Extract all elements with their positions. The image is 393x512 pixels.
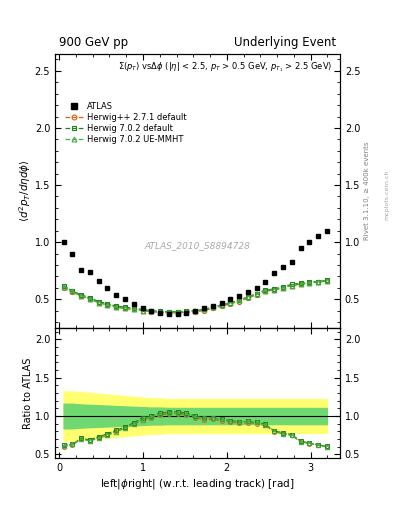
Text: Underlying Event: Underlying Event: [234, 36, 336, 49]
Y-axis label: $\langle d^2 p_T / d\eta d\phi \rangle$: $\langle d^2 p_T / d\eta d\phi \rangle$: [17, 159, 33, 222]
X-axis label: left|$\phi$right| (w.r.t. leading track) [rad]: left|$\phi$right| (w.r.t. leading track)…: [100, 477, 295, 492]
Legend: ATLAS, Herwig++ 2.7.1 default, Herwig 7.0.2 default, Herwig 7.0.2 UE-MMHT: ATLAS, Herwig++ 2.7.1 default, Herwig 7.…: [65, 102, 186, 144]
Text: ATLAS_2010_S8894728: ATLAS_2010_S8894728: [145, 241, 250, 250]
Text: $\Sigma(p_T)$ vs$\Delta\phi$ ($|\eta|$ < 2.5, $p_T$ > 0.5 GeV, $p_{T_1}$ > 2.5 G: $\Sigma(p_T)$ vs$\Delta\phi$ ($|\eta|$ <…: [118, 60, 332, 74]
Y-axis label: Ratio to ATLAS: Ratio to ATLAS: [24, 357, 33, 429]
Y-axis label: Rivet 3.1.10, ≥ 400k events: Rivet 3.1.10, ≥ 400k events: [364, 141, 371, 240]
Text: mcplots.cern.ch: mcplots.cern.ch: [384, 169, 389, 220]
Text: 900 GeV pp: 900 GeV pp: [59, 36, 128, 49]
